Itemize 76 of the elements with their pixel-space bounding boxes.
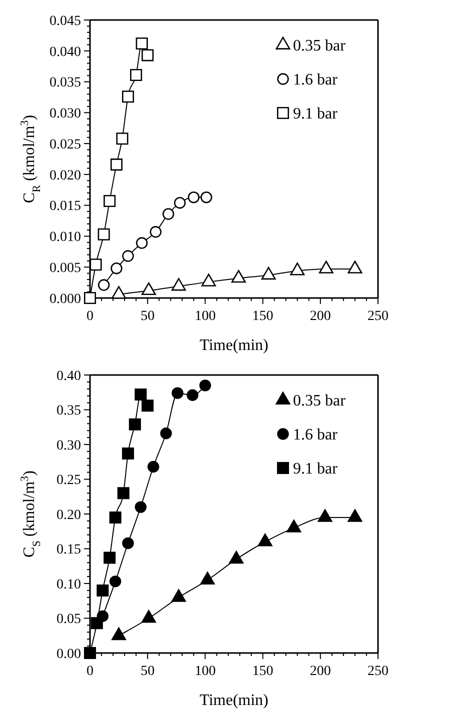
x-tick-label: 0 (86, 309, 94, 324)
point (172, 387, 184, 399)
y-tick-label: 0.20 (56, 508, 81, 523)
point (188, 191, 200, 204)
y-tick-label: 0.025 (50, 137, 81, 152)
x-tick-label: 0 (86, 664, 94, 679)
x-tick-label: 250 (368, 309, 388, 324)
point (199, 380, 212, 392)
y-tick-label: 0.35 (56, 404, 81, 419)
x-axis-title: Time(min) (200, 337, 268, 354)
point (98, 279, 110, 291)
legend-label: 9.1 bar (293, 106, 338, 123)
y-tick-label: 0.30 (56, 438, 81, 454)
x-tick-label: 50 (140, 309, 155, 324)
y-tick-label: 0.15 (56, 542, 81, 558)
point (200, 191, 212, 204)
point (90, 258, 102, 271)
y-tick-label: 0.40 (56, 368, 81, 384)
x-tick-label: 250 (368, 664, 388, 679)
legend-label: 0.35 bar (293, 392, 346, 410)
x-tick-label: 150 (252, 664, 274, 679)
x-tick-label: 100 (194, 664, 216, 679)
x-tick-label: 200 (310, 664, 331, 679)
point (142, 49, 154, 62)
point (109, 576, 122, 588)
point (117, 487, 130, 500)
point (104, 194, 116, 208)
point (128, 418, 141, 430)
point (134, 501, 147, 513)
point (130, 68, 142, 81)
y-tick-label: 0.045 (50, 14, 81, 29)
point (134, 388, 147, 400)
point (142, 400, 154, 412)
x-tick-label: 50 (140, 664, 155, 679)
y-tick-label: 0.010 (50, 230, 81, 246)
point (174, 197, 186, 209)
point (160, 428, 172, 440)
point (104, 552, 116, 564)
point (116, 132, 128, 145)
x-tick-label: 100 (194, 309, 216, 324)
point (136, 37, 148, 50)
point (150, 226, 162, 238)
y-tick-label: 0.040 (50, 44, 81, 60)
point (110, 262, 122, 274)
x-axis-title: Time(min) (200, 692, 268, 709)
point (148, 460, 160, 473)
y-tick-label: 0.00 (56, 646, 81, 662)
point (122, 90, 134, 103)
point (84, 646, 96, 660)
y-tick-label: 0.000 (50, 292, 81, 307)
y-tick-label: 0.05 (56, 612, 81, 628)
point (84, 292, 96, 304)
point (98, 228, 110, 240)
legend-label: 1.6 bar (293, 72, 338, 89)
point (186, 389, 198, 401)
legend-label: 0.35 bar (293, 38, 346, 55)
point (122, 537, 134, 550)
y-tick-label: 0.005 (50, 261, 81, 276)
point (122, 250, 134, 262)
point (109, 511, 122, 524)
y-tick-label: 0.020 (50, 168, 81, 184)
point (162, 208, 174, 220)
y-tick-label: 0.030 (50, 106, 81, 122)
y-tick-label: 0.25 (56, 473, 81, 488)
y-tick-label: 0.015 (50, 199, 81, 214)
y-tick-label: 0.035 (50, 76, 81, 91)
x-tick-label: 150 (252, 309, 274, 324)
point (90, 617, 103, 630)
point (136, 237, 148, 249)
y-tick-label: 0.10 (56, 577, 81, 592)
point (122, 448, 134, 460)
point (110, 158, 123, 171)
point (96, 584, 109, 596)
legend-label: 9.1 bar (293, 460, 338, 478)
legend-label: 1.6 bar (293, 426, 338, 444)
x-tick-label: 200 (310, 309, 331, 324)
